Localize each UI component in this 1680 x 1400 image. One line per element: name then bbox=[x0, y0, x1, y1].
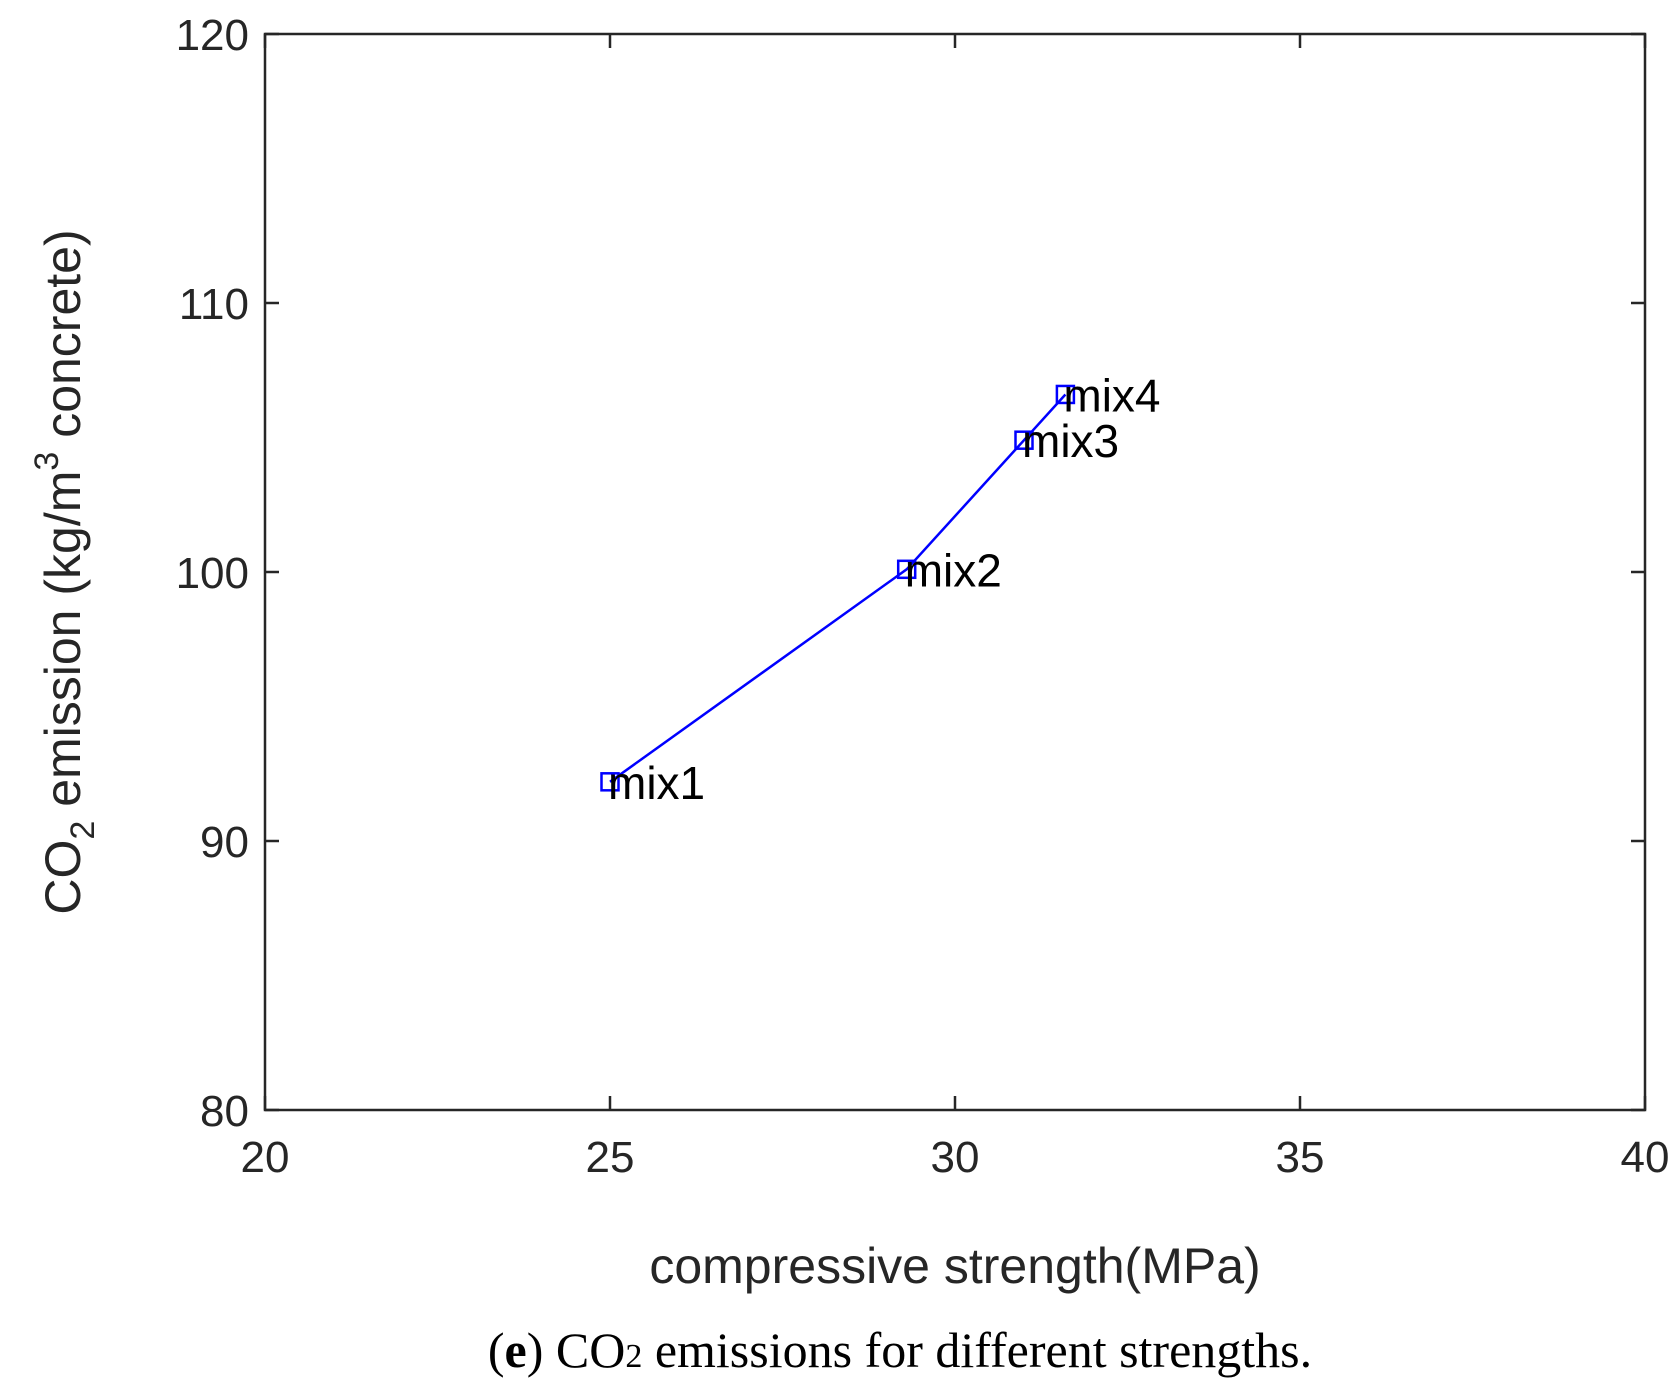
y-tick-label-3: 110 bbox=[179, 280, 249, 329]
x-tick-label-1: 25 bbox=[586, 1133, 635, 1182]
data-markers bbox=[600, 384, 1076, 792]
y-tick-label-0: 80 bbox=[200, 1087, 249, 1136]
y-axis-title-prefix: CO bbox=[35, 840, 91, 915]
caption-label-open: ( bbox=[488, 1322, 505, 1378]
series-line bbox=[609, 393, 1067, 783]
point-label-mix4: mix4 bbox=[1063, 369, 1160, 421]
data-point-mix3 bbox=[1014, 430, 1034, 450]
x-tick-label-3: 35 bbox=[1276, 1133, 1325, 1182]
caption-text-subscript: 2 bbox=[625, 1338, 642, 1375]
y-axis-title: CO2 emission (kg/m3 concrete) bbox=[28, 229, 102, 914]
caption-label-letter: e bbox=[505, 1322, 527, 1378]
y-axis-title-subscript: 2 bbox=[64, 821, 102, 840]
x-tick-label-2: 30 bbox=[931, 1133, 980, 1182]
point-label-mix3: mix3 bbox=[1022, 415, 1119, 467]
tick-labels: 20 25 30 35 40 80 90 100 110 120 bbox=[176, 11, 1670, 1182]
data-point-mix1 bbox=[600, 772, 620, 792]
caption-text-suffix: emissions for different strengths. bbox=[642, 1322, 1312, 1378]
caption-label-close: ) bbox=[527, 1322, 544, 1378]
data-point-mix4 bbox=[1055, 384, 1076, 405]
x-tick-label-0: 20 bbox=[241, 1133, 290, 1182]
figure-caption: (e) CO2 emissions for different strength… bbox=[488, 1322, 1312, 1378]
y-axis-title-suffix: concrete) bbox=[35, 229, 91, 451]
axis-ticks bbox=[263, 32, 1647, 1112]
x-tick-label-4: 40 bbox=[1621, 1133, 1670, 1182]
x-axis-title: compressive strength(MPa) bbox=[649, 1238, 1260, 1294]
point-label-mix1: mix1 bbox=[608, 757, 705, 809]
data-point-mix2 bbox=[896, 559, 917, 580]
y-tick-label-1: 90 bbox=[200, 818, 249, 867]
plot-frame bbox=[263, 32, 1647, 1112]
y-axis-title-middle: emission (kg/m bbox=[35, 471, 91, 821]
caption-text-prefix: CO bbox=[543, 1322, 625, 1378]
y-tick-label-2: 100 bbox=[176, 549, 249, 598]
y-axis-title-superscript: 3 bbox=[28, 452, 66, 471]
y-tick-label-4: 120 bbox=[176, 11, 249, 60]
point-label-mix2: mix2 bbox=[905, 544, 1002, 596]
